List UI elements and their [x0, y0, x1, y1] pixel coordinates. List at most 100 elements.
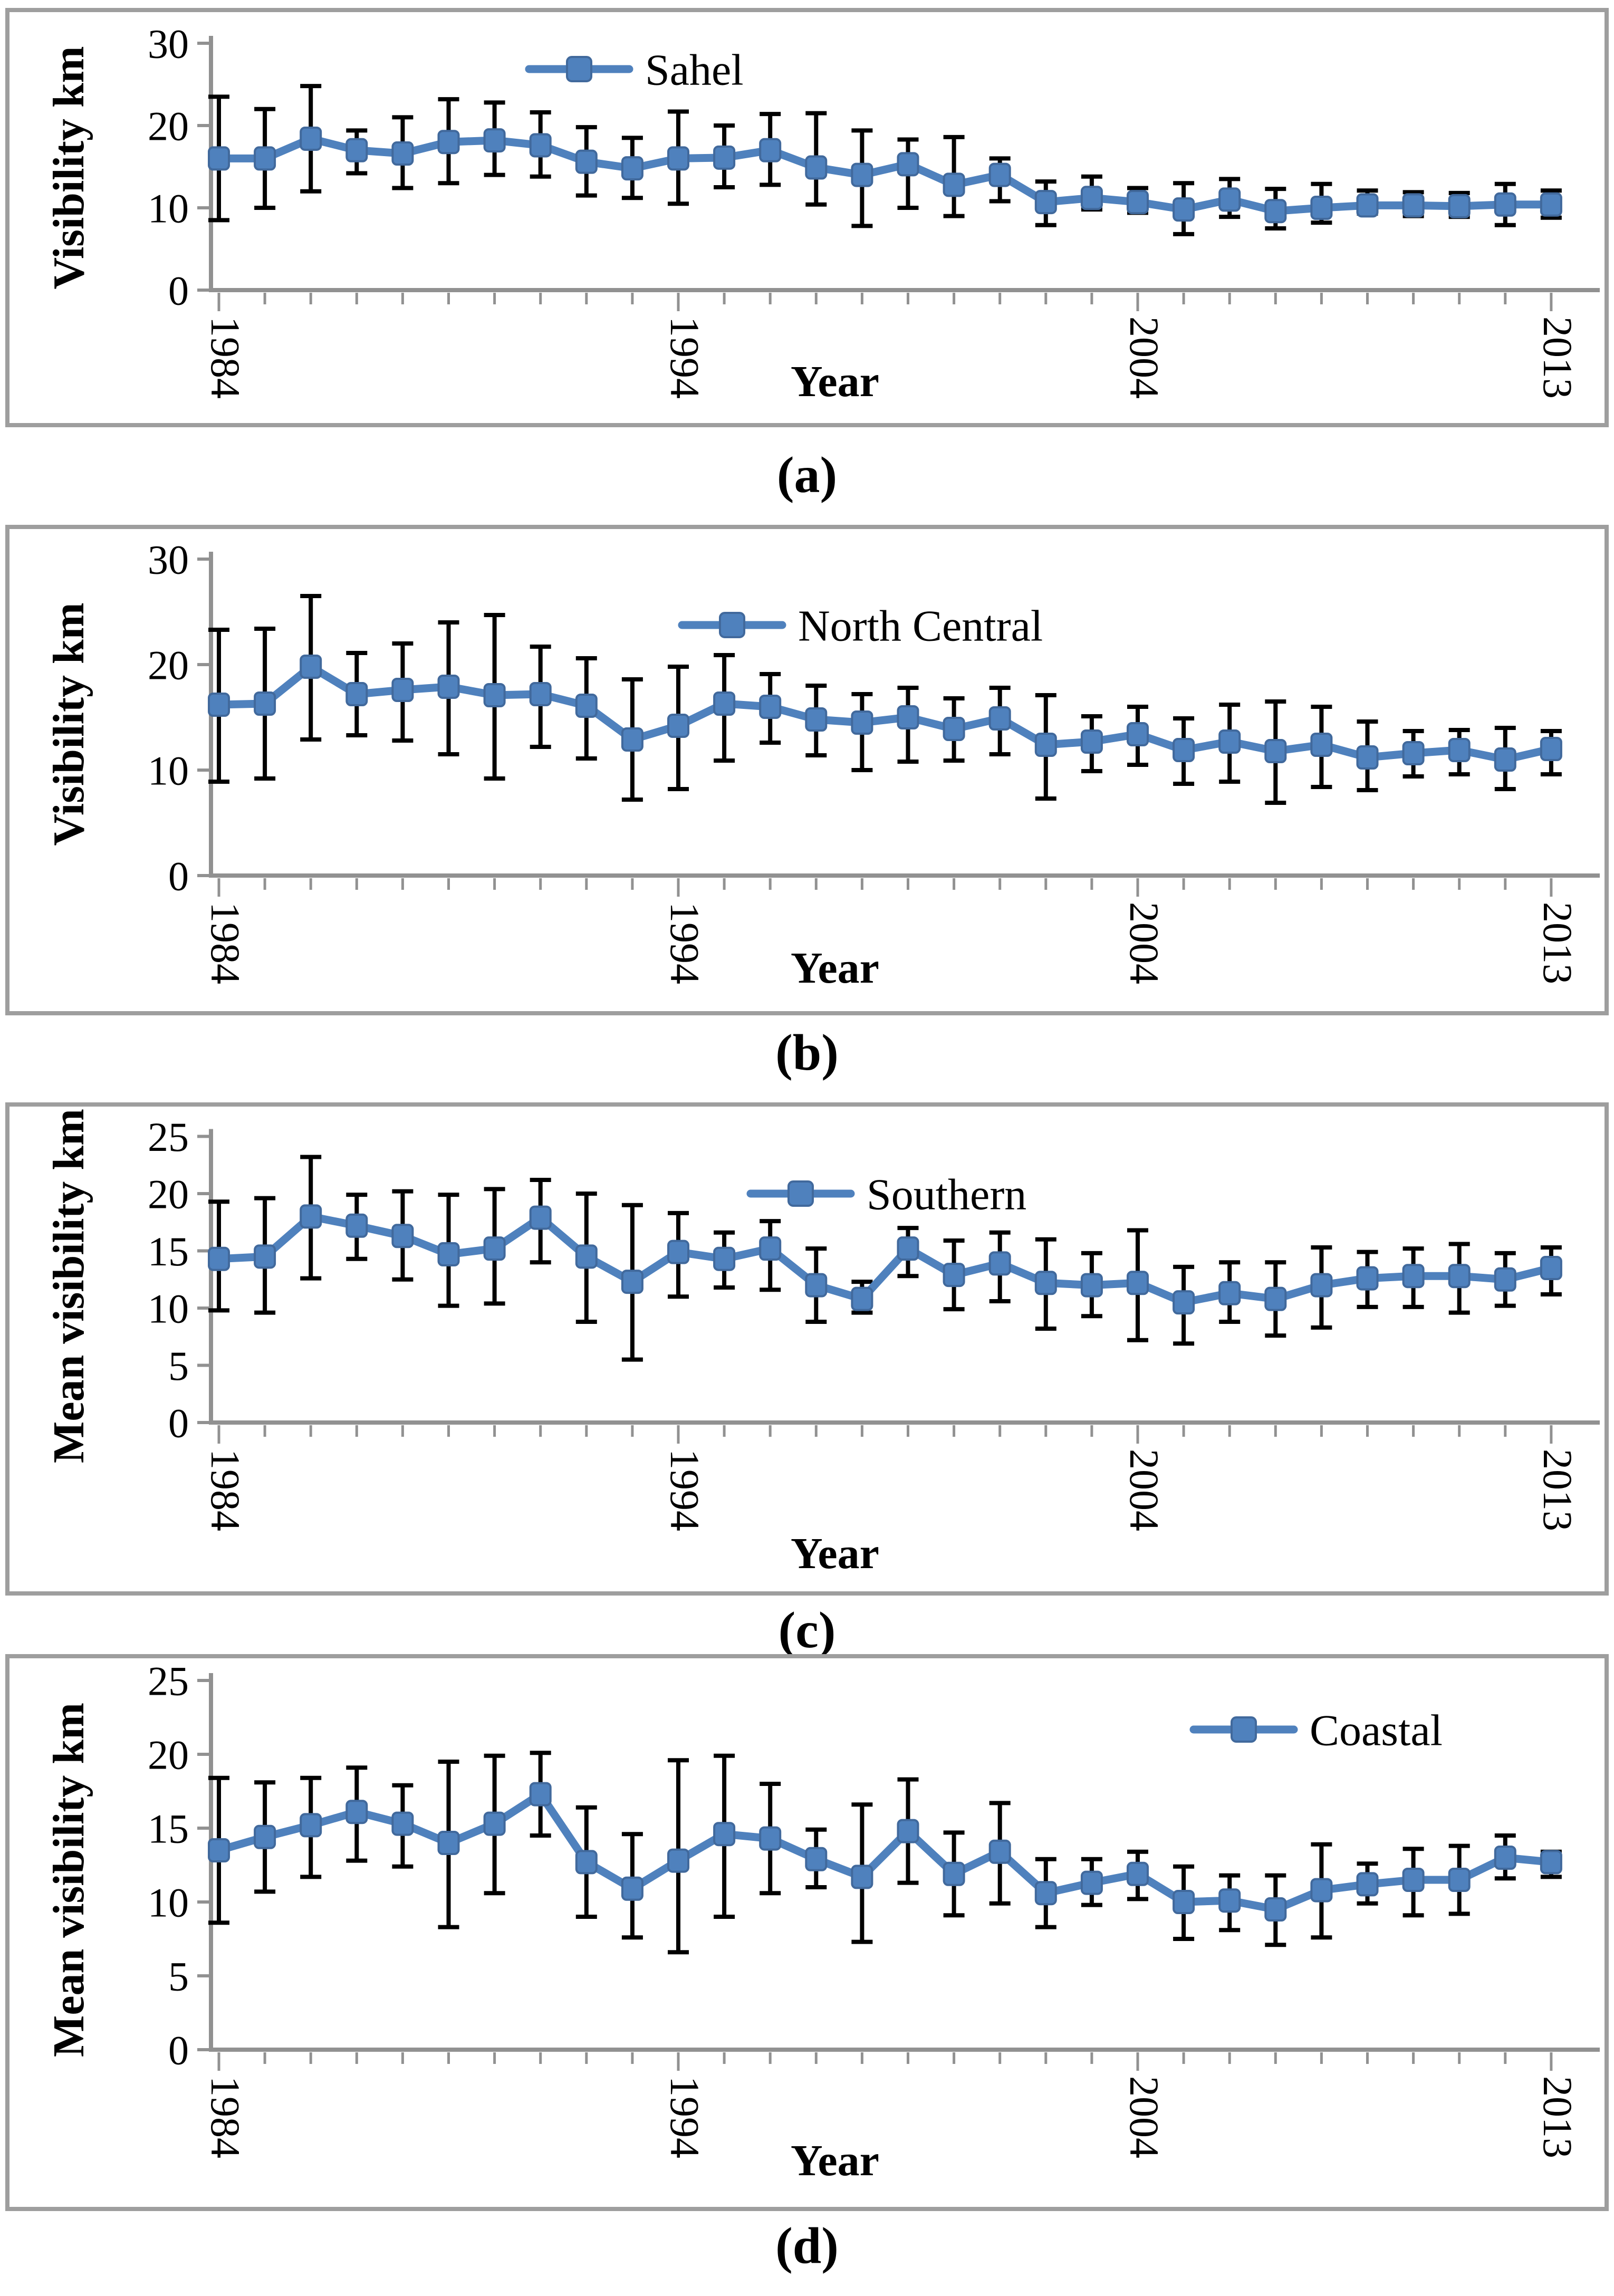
legend-marker — [719, 612, 745, 638]
data-point-marker — [988, 1839, 1011, 1864]
chart-panel-b: 0 10 20 30 1984 1994 2004 2013 Visibility km Year… — [5, 525, 1609, 1015]
data-point-marker — [208, 693, 230, 717]
data-point-marker — [897, 152, 919, 177]
data-point-marker — [1034, 733, 1057, 757]
data-point-marker — [1080, 1273, 1103, 1298]
y-tick-label: 15 — [148, 1805, 189, 1851]
data-point-marker — [1173, 197, 1195, 222]
data-point-marker — [345, 1213, 368, 1238]
data-point-marker — [529, 682, 552, 706]
y-tick-label: 10 — [148, 1285, 189, 1331]
x-year-label: 1984 — [203, 902, 248, 984]
data-point-marker — [1080, 186, 1103, 210]
data-point-marker — [1264, 199, 1287, 224]
legend: Coastal — [1189, 1706, 1443, 1755]
data-point-marker — [1540, 1850, 1562, 1875]
data-point-marker — [1402, 741, 1425, 765]
x-axis-title: Year — [791, 357, 879, 406]
data-point-marker — [254, 146, 276, 171]
data-point-marker — [1173, 1890, 1195, 1914]
data-point-marker — [1310, 196, 1333, 220]
chart-panel-c: 0 5 10 15 20 25 1984 1994 2004 2013 Mean visibilit… — [5, 1102, 1609, 1596]
data-point-marker — [621, 156, 643, 181]
data-point-marker — [483, 128, 506, 153]
legend: Southern — [746, 1170, 1026, 1219]
data-point-marker — [713, 1822, 736, 1847]
series-line — [215, 662, 1555, 764]
data-point-marker — [759, 1826, 782, 1851]
data-point-marker — [345, 682, 368, 706]
data-point-marker — [575, 149, 598, 174]
y-tick-label: 30 — [148, 536, 189, 582]
series-line — [215, 135, 1555, 215]
data-point-marker — [1173, 738, 1195, 762]
y-tick-label: 10 — [148, 1879, 189, 1925]
data-point-marker — [805, 1847, 828, 1871]
data-point-marker — [208, 1246, 230, 1271]
legend-label: North Central — [798, 601, 1043, 650]
data-point-marker — [1218, 729, 1241, 754]
caption-a: (a) — [776, 447, 838, 504]
data-point-marker — [943, 1263, 965, 1288]
data-point-marker — [575, 694, 598, 718]
data-point-marker — [667, 1848, 689, 1873]
x-year-label: 2004 — [1121, 2076, 1167, 2158]
data-point-marker — [529, 133, 552, 158]
data-point-marker — [391, 1811, 414, 1836]
data-point-marker — [805, 707, 828, 732]
caption-b: (b) — [775, 1024, 839, 1081]
data-point-marker — [1218, 1281, 1241, 1305]
data-point-marker — [300, 126, 322, 151]
data-point-marker — [897, 1819, 919, 1843]
x-axis-title: Year — [791, 944, 879, 993]
data-point-marker — [483, 683, 506, 707]
data-point-marker — [1448, 1868, 1471, 1892]
data-point-marker — [1494, 747, 1516, 772]
data-point-marker — [1494, 1846, 1516, 1870]
y-tick-label: 5 — [168, 1343, 189, 1389]
data-point-marker — [300, 1204, 322, 1229]
x-year-label: 2004 — [1121, 1449, 1167, 1531]
data-point-marker — [1264, 1897, 1287, 1922]
data-point-marker — [1127, 722, 1149, 746]
data-point-marker — [254, 1824, 276, 1849]
data-point-marker — [851, 1865, 873, 1889]
x-year-label: 2004 — [1121, 316, 1167, 399]
data-point-marker — [300, 1813, 322, 1838]
data-point-marker — [391, 678, 414, 702]
data-point-marker — [759, 1236, 782, 1261]
data-point-marker — [1356, 1872, 1379, 1897]
data-point-marker — [1127, 1271, 1149, 1295]
y-tick-label: 10 — [148, 185, 189, 231]
y-axis-title: Mean visibility km — [44, 1109, 93, 1463]
data-point-marker — [943, 1861, 965, 1886]
x-year-label: 1994 — [662, 2076, 708, 2158]
y-tick-label: 30 — [148, 21, 189, 66]
data-point-marker — [943, 717, 965, 741]
data-point-marker — [759, 695, 782, 719]
data-point-marker — [575, 1244, 598, 1269]
data-point-marker — [851, 710, 873, 735]
data-point-marker — [851, 1286, 873, 1311]
data-point-marker — [988, 706, 1011, 731]
data-point-marker — [437, 130, 460, 155]
legend: Sahel — [525, 45, 744, 94]
chart-c-svg: 0 5 10 15 20 25 1984 1994 2004 2013 Mean visibilit… — [44, 1109, 1600, 1578]
chart-panel-a: 0 10 20 30 1984 1994 2004 2013 Visibility km Year… — [5, 8, 1609, 427]
data-point-marker — [529, 1782, 552, 1807]
legend-marker — [787, 1180, 814, 1207]
data-point-marker — [391, 1224, 414, 1248]
y-tick-label: 0 — [168, 1400, 189, 1446]
data-point-marker — [621, 1270, 643, 1294]
data-point-marker — [1173, 1290, 1195, 1315]
x-axis-title: Year — [791, 2136, 879, 2185]
data-point-marker — [1540, 192, 1562, 217]
data-point-marker — [254, 691, 276, 716]
y-tick-label: 5 — [168, 1953, 189, 1999]
chart-d-svg: 0 5 10 15 20 25 1984 1994 2004 2013 Mean visibilit… — [44, 1658, 1600, 2185]
data-point-marker — [1218, 187, 1241, 212]
data-point-marker — [1034, 1271, 1057, 1295]
y-tick-label: 20 — [148, 1171, 189, 1217]
data-point-marker — [1264, 1286, 1287, 1311]
